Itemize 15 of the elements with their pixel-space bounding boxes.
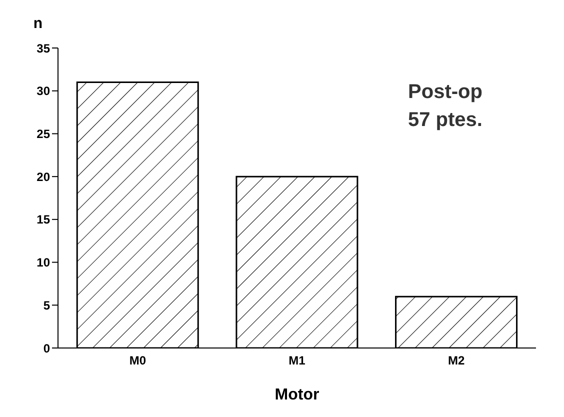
annotation: 57 ptes. — [408, 108, 482, 133]
y-tick-label: 0 — [43, 341, 50, 356]
y-tick-label: 20 — [36, 170, 50, 184]
y-tick-label: 10 — [36, 256, 50, 270]
y-tick-label: 5 — [43, 298, 50, 312]
y-tick-label: 30 — [36, 84, 50, 98]
x-tick-label: M0 — [129, 354, 146, 368]
x-tick-label: M2 — [448, 354, 465, 368]
annotation: Post-op — [408, 80, 482, 105]
y-tick-label: 15 — [36, 212, 50, 227]
y-tick-label: 35 — [36, 41, 50, 56]
y-tick-label: 25 — [36, 126, 50, 141]
y-axis-title: n — [33, 15, 43, 32]
x-tick-label: M1 — [288, 354, 306, 368]
x-axis-title: Motor — [274, 386, 320, 404]
